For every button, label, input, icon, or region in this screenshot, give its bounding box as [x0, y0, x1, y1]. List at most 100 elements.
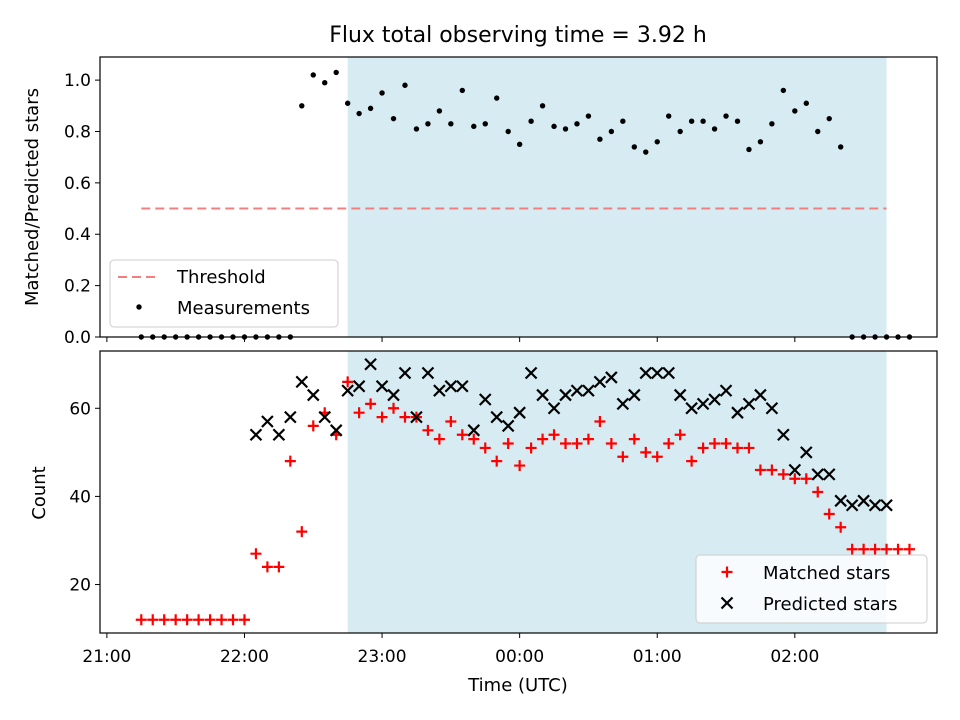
- measurement-point: [356, 110, 362, 117]
- legend-measurement-swatch: [136, 304, 142, 310]
- matched-star-point: [491, 455, 503, 467]
- legend-matched-swatch: [721, 566, 733, 578]
- predicted-star-point: [559, 388, 572, 402]
- predicted-star-point: [731, 406, 744, 419]
- predicted-star-point: [501, 419, 515, 433]
- measurement-point: [516, 141, 523, 148]
- predicted-star-point: [398, 366, 412, 380]
- predicted-star-point: [306, 388, 320, 402]
- matched-star-point: [743, 442, 755, 454]
- measurement-point: [585, 113, 592, 119]
- matched-star-point: [812, 486, 824, 498]
- matched-star-point: [456, 429, 468, 441]
- matched-star-point: [548, 429, 560, 441]
- matched-star-point: [560, 438, 572, 450]
- predicted-star-point: [341, 384, 354, 397]
- predicted-star-point: [834, 494, 847, 508]
- predicted-star-point: [284, 410, 297, 424]
- predicted-star-point: [524, 366, 538, 380]
- matched-star-point: [663, 438, 675, 450]
- predicted-star-point: [800, 446, 813, 459]
- predicted-star-point: [536, 388, 549, 402]
- count-y-axis-label: Count: [29, 466, 50, 519]
- matched-star-point: [605, 438, 617, 450]
- measurement-point: [402, 82, 408, 88]
- predicted-star-point: [456, 379, 469, 393]
- ratio-legend: Threshold Measurements: [109, 259, 339, 328]
- predicted-star-point: [662, 366, 675, 380]
- ratio-y-axis-label: Matched/Predicted stars: [22, 88, 43, 306]
- predicted-star-point: [513, 406, 526, 419]
- matched-star-point: [709, 438, 721, 450]
- ratio-panel-frame: [99, 56, 938, 338]
- count-plot-area: [135, 357, 915, 626]
- measurement-point: [436, 108, 443, 114]
- x-axis-label: Time (UTC): [467, 675, 568, 696]
- measurement-point: [310, 72, 316, 78]
- matched-star-point: [777, 468, 789, 480]
- matched-star-point: [835, 521, 847, 533]
- y-tick-label: 0.2: [64, 277, 91, 297]
- measurement-point: [734, 118, 741, 124]
- matched-star-point: [766, 464, 778, 476]
- x-tick-label: 21:00: [82, 647, 131, 667]
- measurement-point: [780, 87, 787, 94]
- matched-star-point: [903, 543, 915, 555]
- matched-star-point: [376, 411, 388, 423]
- predicted-star-point: [593, 375, 607, 389]
- predicted-star-point: [742, 397, 756, 411]
- predicted-star-point: [880, 498, 893, 512]
- predicted-star-point: [249, 428, 263, 441]
- predicted-star-point: [696, 397, 710, 411]
- predicted-star-point: [673, 388, 687, 402]
- measurement-point: [448, 121, 454, 127]
- matched-star-point: [617, 451, 629, 463]
- predicted-star-point: [754, 388, 767, 402]
- matched-star-point: [216, 614, 228, 626]
- count-legend: Matched stars Predicted stars: [695, 554, 928, 624]
- measurement-point: [494, 95, 500, 101]
- predicted-star-point: [272, 428, 286, 441]
- ratio-x-ticks: [106, 337, 796, 342]
- x-tick-label: 23:00: [358, 647, 407, 667]
- matched-star-point: [273, 561, 285, 573]
- matched-star-point: [445, 416, 457, 427]
- matched-star-point: [754, 464, 766, 476]
- predicted-star-point: [421, 366, 435, 380]
- measurement-point: [459, 87, 466, 94]
- x-tick-label: 00:00: [495, 647, 544, 667]
- predicted-star-point: [650, 366, 664, 380]
- predicted-star-point: [719, 384, 733, 397]
- matched-star-point: [571, 438, 583, 450]
- measurement-point: [390, 115, 397, 122]
- y-tick-label: 0.0: [64, 328, 91, 348]
- matched-star-point: [342, 376, 354, 388]
- matched-star-point: [582, 433, 594, 445]
- matched-star-point: [697, 442, 709, 454]
- predicted-star-point: [628, 388, 641, 402]
- matched-star-point: [227, 614, 239, 626]
- legend-threshold-label: Threshold: [176, 267, 266, 288]
- predicted-star-point: [708, 393, 721, 406]
- predicted-star-point: [295, 375, 309, 389]
- figure-title: Flux total observing time = 3.92 h: [329, 23, 707, 48]
- matched-star-point: [594, 416, 606, 427]
- count-y-axis: 20 40 60: [69, 399, 100, 596]
- matched-star-point: [135, 614, 147, 626]
- measurement-point: [654, 139, 660, 145]
- y-tick-label: 20: [69, 576, 91, 596]
- predicted-star-point: [616, 397, 630, 411]
- measurement-point: [620, 118, 626, 124]
- predicted-star-point: [261, 415, 274, 428]
- predicted-star-point: [433, 384, 446, 397]
- predicted-star-point: [364, 357, 377, 371]
- predicted-star-point: [410, 410, 423, 424]
- matched-star-point: [479, 442, 491, 454]
- matched-star-point: [422, 424, 434, 436]
- matched-star-point: [433, 433, 445, 445]
- predicted-star-point: [857, 494, 870, 508]
- matched-star-point: [628, 433, 640, 445]
- matched-star-point: [250, 548, 262, 560]
- ratio-y-axis: 0.0 0.2 0.4 0.6 0.8 1.0: [64, 71, 100, 348]
